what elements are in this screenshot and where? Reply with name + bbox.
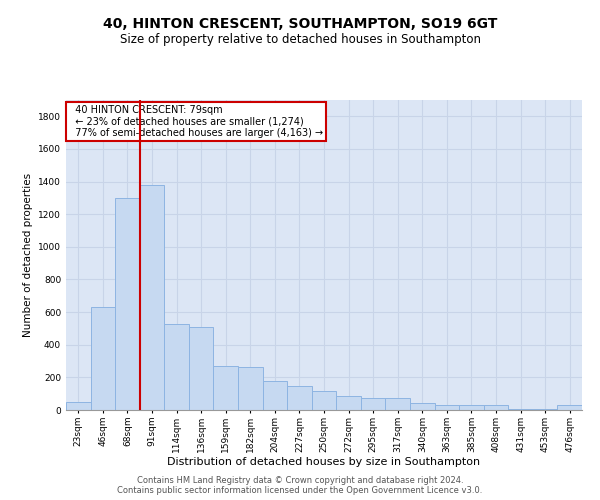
Bar — [434, 405, 459, 410]
Bar — [410, 404, 434, 410]
X-axis label: Distribution of detached houses by size in Southampton: Distribution of detached houses by size … — [167, 458, 481, 468]
Bar — [557, 406, 582, 410]
Bar — [459, 406, 484, 410]
Bar — [484, 406, 508, 410]
Bar — [66, 402, 91, 410]
Text: 40, HINTON CRESCENT, SOUTHAMPTON, SO19 6GT: 40, HINTON CRESCENT, SOUTHAMPTON, SO19 6… — [103, 18, 497, 32]
Bar — [164, 324, 189, 410]
Bar — [91, 307, 115, 410]
Bar — [287, 386, 312, 410]
Bar — [533, 409, 557, 410]
Bar — [214, 366, 238, 410]
Y-axis label: Number of detached properties: Number of detached properties — [23, 173, 32, 337]
Bar — [312, 391, 336, 410]
Bar — [189, 327, 214, 410]
Bar — [263, 382, 287, 410]
Text: Contains HM Land Registry data © Crown copyright and database right 2024.
Contai: Contains HM Land Registry data © Crown c… — [118, 476, 482, 495]
Bar — [385, 398, 410, 410]
Text: 40 HINTON CRESCENT: 79sqm
  ← 23% of detached houses are smaller (1,274)
  77% o: 40 HINTON CRESCENT: 79sqm ← 23% of detac… — [68, 104, 323, 138]
Bar — [140, 185, 164, 410]
Text: Size of property relative to detached houses in Southampton: Size of property relative to detached ho… — [119, 32, 481, 46]
Bar — [238, 367, 263, 410]
Bar — [115, 198, 140, 410]
Bar — [336, 396, 361, 410]
Bar — [508, 409, 533, 410]
Bar — [361, 398, 385, 410]
